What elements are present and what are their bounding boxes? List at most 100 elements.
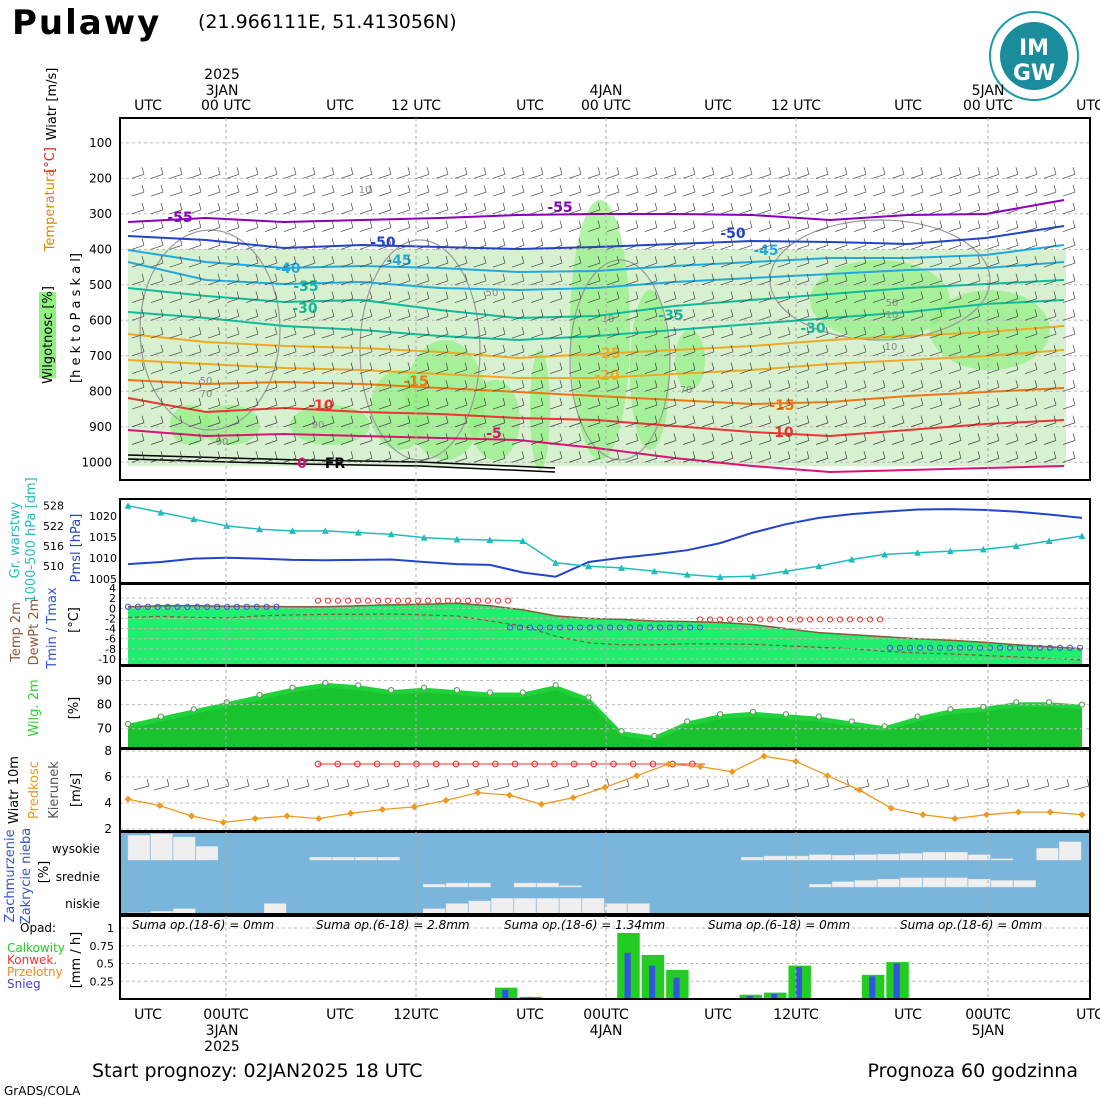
wind-barb [416,244,430,250]
wind-barb [929,422,943,428]
wind-barb [188,244,202,250]
wind-barb [312,238,316,246]
wind-barb [616,202,620,210]
wind-barb [654,238,658,246]
wind-barb [616,397,620,406]
wind-barb [825,238,829,246]
wind-barb [986,778,990,787]
wind-barb [226,262,240,268]
wind-barb [473,315,487,321]
wind-barb [340,298,354,303]
thickness-marker [157,508,165,516]
wind-barb [692,184,696,193]
wind-barb [511,227,525,232]
humidity-marker [848,718,855,725]
wind-barb [654,415,658,423]
wind-barb [198,167,202,175]
wind-barb [226,386,240,392]
wind-barb [321,209,335,215]
wind-barb [283,369,297,374]
wind-barb [929,333,943,339]
wind-barb [1024,280,1038,286]
wind-barb [929,440,943,445]
wind-barb [397,298,411,303]
wind-barb [207,209,221,215]
wind-barb [293,255,297,264]
wind-barb [977,184,981,193]
wind-barb [853,386,867,392]
wind-barb [511,298,525,303]
wind-barb [492,262,506,268]
wind-barb [1024,457,1038,463]
wind-barb [445,220,449,228]
wind-barb [464,184,468,193]
wind-barb [901,220,905,228]
wind-barb [606,386,620,392]
wind-barb [882,255,886,264]
wind-barb [493,785,510,791]
wind-barb [141,326,145,335]
wind-barb [901,167,905,175]
wind-barb [283,386,297,392]
moist-region [630,290,670,450]
wind-barb [635,397,639,406]
wind-barb [635,273,639,281]
wind-barb [521,326,525,335]
wind-barb [863,397,867,406]
wind-barb [160,415,164,423]
cloud-bar [1036,848,1059,861]
wind-barb [901,255,905,264]
wind-barb [682,333,696,339]
cloud-bar [809,884,832,888]
wind-barb [236,238,240,246]
wind-barb [863,433,867,441]
wind-barb [388,380,392,388]
wind-barb [616,238,620,246]
wind-barb [967,386,981,392]
wind-barb [160,273,164,281]
wind-barb [1072,238,1076,246]
cloud-level-label: wysokie [52,842,100,856]
cloud-bar [150,833,173,861]
wind-barb [169,244,183,250]
wind-barb [283,227,297,232]
wind-barb [369,344,373,352]
wind-barb [1062,457,1076,463]
wind-barb [773,785,790,791]
wind-barb [245,386,259,392]
thickness-marker [1012,542,1020,550]
wind-barb [546,778,550,787]
wind-barb [597,220,601,228]
wind-barb [777,262,791,268]
humidity-unit: [%] [67,697,82,720]
wind-barb [948,404,962,410]
wind-barb [872,298,886,303]
wind-barb [359,440,373,445]
wind-barb [464,380,468,388]
wind-barb [540,451,544,459]
wind-barb [844,415,848,423]
wind-barb [511,209,525,215]
wind-barb [207,191,221,197]
wind-barb [473,280,487,286]
bottom-time-tick: UTC [894,1007,922,1023]
wind-barb [1072,415,1076,423]
wind-barb [416,298,430,303]
wind-barb [530,174,544,179]
wind-barb [625,315,639,321]
wind-barb [454,191,468,197]
wind-barb [1024,404,1038,410]
wind-barb [815,440,829,445]
wind-barb [625,351,639,357]
wind-barb [331,202,335,210]
thickness-marker [815,562,823,570]
thickness-marker [881,550,889,558]
wind-barb [350,397,354,406]
wind-barb [435,351,449,357]
wind-barb [141,255,145,264]
wind-barb [891,369,905,374]
wind-barb [454,227,468,232]
wind-barb [758,351,772,357]
wind-barb [236,344,240,352]
